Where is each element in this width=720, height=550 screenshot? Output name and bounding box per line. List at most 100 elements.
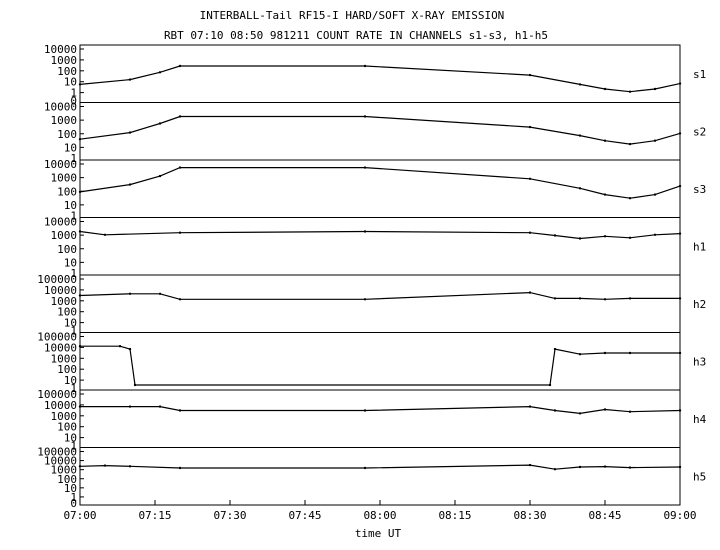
data-point-h4 (158, 405, 162, 408)
data-point-s2 (603, 139, 607, 142)
y-tick-label: 10000 (44, 216, 77, 229)
data-point-h4 (678, 409, 682, 412)
y-tick-label: 1000 (51, 464, 78, 477)
panel-frame (79, 332, 681, 391)
y-tick-label: 100 (57, 185, 77, 198)
series-line-h5 (79, 464, 681, 470)
chart-subtitle: RBT 07:10 08:50 981211 COUNT RATE IN CHA… (164, 29, 548, 42)
data-point-h5 (553, 468, 557, 471)
y-tick-label: 100 (57, 65, 77, 78)
data-point-h5 (128, 465, 132, 468)
data-point-h2 (603, 298, 607, 301)
data-point-h1 (78, 230, 82, 233)
x-tick-label: 07:15 (138, 509, 171, 522)
data-point-s3 (528, 177, 532, 180)
y-tick-label: 10000 (44, 284, 77, 297)
series-line-h1 (79, 230, 681, 240)
y-tick-label: 100000 (37, 331, 77, 344)
data-point-h2 (158, 292, 162, 295)
y-tick-label: 100 (57, 128, 77, 141)
y-tick-label: 10 (64, 482, 77, 495)
data-point-h1 (653, 233, 657, 236)
data-point-h4 (128, 405, 132, 408)
y-tick-label: 1000 (51, 114, 78, 127)
data-point-h4 (178, 409, 182, 412)
data-point-s3 (128, 183, 132, 186)
x-tick-label: 08:45 (588, 509, 621, 522)
y-tick-label: 10000 (44, 101, 77, 114)
y-tick-label: 100 (57, 421, 77, 434)
data-point-h5 (178, 466, 182, 470)
y-tick-label: 1 (70, 87, 77, 100)
y-tick-label: 1 (70, 267, 77, 280)
y-tick-label: 100000 (37, 273, 77, 286)
data-point-h3 (678, 351, 682, 355)
data-point-h2 (528, 291, 532, 294)
data-point-h1 (628, 236, 632, 239)
data-point-s2 (363, 115, 367, 118)
data-point-h4 (578, 412, 582, 415)
data-point-s1 (603, 87, 607, 91)
y-tick-label: 100 (57, 363, 77, 376)
data-point-s1 (363, 64, 367, 68)
x-axis-label: time UT (355, 527, 402, 540)
y-tick-label: 100000 (37, 388, 77, 401)
y-tick-label: 10 (64, 76, 77, 89)
data-point-s1 (628, 90, 632, 93)
y-tick-label: 10000 (44, 158, 77, 171)
panel-frame (79, 44, 681, 103)
y-tick-label: 100000 (37, 446, 77, 459)
y-tick-label: 10000 (44, 43, 77, 56)
data-point-s2 (78, 138, 82, 141)
data-point-h3 (78, 345, 82, 348)
data-point-s3 (178, 166, 182, 169)
data-point-s1 (78, 83, 82, 86)
y-tick-label: 10000 (44, 341, 77, 354)
x-tick-label: 07:00 (63, 509, 96, 522)
panels-group: 1000010001001010s1100001000100101s210000… (37, 43, 706, 510)
data-point-h5 (603, 465, 607, 468)
data-point-h1 (103, 233, 107, 236)
y-tick-label: 1000 (51, 295, 78, 308)
chart-title: INTERBALL-Tail RF15-I HARD/SOFT X-RAY EM… (200, 9, 505, 22)
data-point-s1 (678, 82, 682, 85)
x-tick-label: 08:00 (363, 509, 396, 522)
data-point-s3 (158, 174, 162, 178)
data-point-s2 (678, 132, 682, 135)
data-point-h5 (363, 466, 367, 470)
series-label-h4: h4 (693, 413, 707, 426)
data-point-s3 (578, 187, 582, 190)
data-point-s3 (78, 190, 82, 194)
series-label-s2: s2 (693, 125, 706, 138)
data-point-s2 (578, 134, 582, 137)
data-point-h3 (118, 345, 122, 348)
x-tick-label: 07:30 (213, 509, 246, 522)
x-tick-label: 07:45 (288, 509, 321, 522)
y-tick-label: 10 (64, 256, 77, 269)
data-point-s2 (178, 115, 182, 118)
data-point-h4 (363, 409, 367, 412)
data-point-s1 (178, 64, 182, 68)
y-tick-label: 10000 (44, 399, 77, 412)
y-tick-label: 1 (70, 210, 77, 223)
panel-frame (79, 389, 681, 448)
data-point-h2 (578, 297, 582, 300)
data-point-h3 (128, 347, 132, 351)
y-tick-label: 10 (64, 374, 77, 387)
data-point-h4 (553, 409, 557, 412)
panel-frame (79, 447, 681, 506)
series-label-h1: h1 (693, 240, 706, 253)
data-point-h1 (553, 234, 557, 237)
series-line-h4 (80, 405, 681, 415)
y-tick-label: 10 (64, 141, 77, 154)
y-tick-label: 1000 (51, 172, 78, 185)
y-tick-label: 1 (70, 491, 77, 504)
x-tick-label: 08:30 (513, 509, 546, 522)
data-point-h3 (553, 347, 557, 351)
